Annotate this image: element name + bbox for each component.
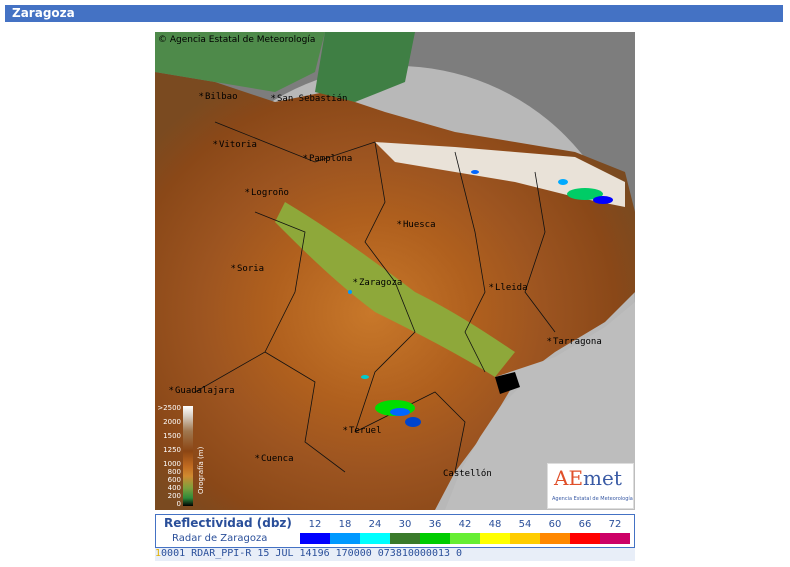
scale-swatch — [540, 533, 570, 544]
page-title: Zaragoza — [12, 6, 75, 20]
scale-swatch — [450, 533, 480, 544]
city-huesca: Huesca — [403, 220, 436, 230]
orography-legend: >2500 2000 1500 1250 1000 800 600 400 20… — [157, 404, 207, 509]
scale-swatch — [360, 533, 390, 544]
aemet-logo-text: AEmet — [554, 466, 622, 490]
data-line-index: 1 — [155, 548, 162, 559]
copyright-icon: © — [158, 35, 167, 45]
scale-swatch — [390, 533, 420, 544]
city-labels: Bilbao San Sebastián Vitoria Pamplona Lo… — [175, 92, 602, 479]
scale-value: 36 — [428, 519, 442, 530]
sea — [445, 302, 635, 510]
city-lleida: Lleida — [495, 283, 528, 293]
scale-swatch — [300, 533, 330, 544]
city-castellon: Castellón — [443, 468, 492, 479]
oro-tick: >2500 — [157, 404, 181, 412]
ebro-delta — [495, 372, 520, 394]
city-markers: * * * * * * * * * * * * * — [169, 92, 552, 464]
scale-value: 66 — [578, 519, 592, 530]
svg-text:*: * — [169, 386, 174, 396]
borders — [194, 121, 556, 473]
scale-swatch — [420, 533, 450, 544]
scale-swatch — [330, 533, 360, 544]
svg-text:*: * — [489, 283, 494, 293]
city-logrono: Logroño — [251, 188, 289, 198]
reflectivity-title: Reflectividad (dbz) — [164, 516, 292, 530]
pyrenees — [375, 142, 625, 207]
north-green — [155, 32, 325, 92]
city-san-sebastian: San Sebastián — [277, 94, 347, 104]
scale-value: 60 — [548, 519, 562, 530]
copyright: © Agencia Estatal de Meteorología — [158, 35, 316, 45]
svg-text:*: * — [353, 278, 358, 288]
city-tarragona: Tarragona — [553, 337, 602, 347]
scale-swatch — [600, 533, 630, 544]
city-zaragoza: Zaragoza — [359, 278, 402, 288]
city-soria: Soria — [237, 264, 264, 274]
oro-tick: 1500 — [163, 432, 181, 440]
radar-echoes — [348, 170, 613, 427]
city-guadalajara: Guadalajara — [175, 386, 235, 396]
scale-value: 72 — [608, 519, 622, 530]
scale-swatch — [480, 533, 510, 544]
scale-value: 54 — [518, 519, 532, 530]
data-line: 10001 RDAR_PPI-R 15 JUL 14196 170000 073… — [155, 548, 635, 561]
scale-swatch — [510, 533, 540, 544]
svg-text:*: * — [343, 426, 348, 436]
scale-value: 48 — [488, 519, 502, 530]
svg-text:*: * — [213, 140, 218, 150]
oro-tick: 800 — [167, 468, 181, 476]
radar-map-svg: Bilbao San Sebastián Vitoria Pamplona Lo… — [155, 32, 635, 510]
aemet-logo: AEmet Agencia Estatal de Meteorología — [547, 463, 634, 509]
radar-map: Bilbao San Sebastián Vitoria Pamplona Lo… — [155, 32, 635, 510]
oro-tick: 1000 — [163, 460, 181, 468]
scale-swatch — [570, 533, 600, 544]
city-vitoria: Vitoria — [219, 140, 257, 150]
orography-colorbar — [183, 406, 193, 506]
oro-tick: 1250 — [163, 446, 181, 454]
scale-value: 24 — [368, 519, 382, 530]
reflectivity-legend: Reflectividad (dbz) Radar de Zaragoza 12… — [155, 514, 635, 548]
svg-text:*: * — [303, 154, 308, 164]
oro-tick: 600 — [167, 476, 181, 484]
city-bilbao: Bilbao — [205, 92, 238, 102]
svg-text:*: * — [199, 92, 204, 102]
oro-tick: 200 — [167, 492, 181, 500]
oro-tick: 400 — [167, 484, 181, 492]
orography-title: Orografía (m) — [197, 446, 205, 494]
data-line-text: 0001 RDAR_PPI-R 15 JUL 14196 170000 0738… — [161, 548, 463, 559]
svg-text:*: * — [245, 188, 250, 198]
svg-text:*: * — [547, 337, 552, 347]
svg-text:*: * — [271, 94, 276, 104]
aemet-logo-subtitle: Agencia Estatal de Meteorología — [552, 496, 633, 502]
ebro-valley — [275, 202, 515, 377]
city-teruel: Teruel — [349, 426, 382, 436]
oro-tick: 0 — [176, 500, 181, 508]
svg-text:*: * — [231, 264, 236, 274]
city-cuenca: Cuenca — [261, 454, 294, 464]
oro-tick: 2000 — [163, 418, 181, 426]
header-bar: Zaragoza — [5, 5, 783, 22]
svg-text:*: * — [255, 454, 260, 464]
city-pamplona: Pamplona — [309, 154, 352, 164]
scale-value: 30 — [398, 519, 412, 530]
scale-value: 12 — [308, 519, 322, 530]
scale-value: 42 — [458, 519, 472, 530]
svg-text:*: * — [397, 220, 402, 230]
radar-name: Radar de Zaragoza — [172, 533, 268, 544]
scale-value: 18 — [338, 519, 352, 530]
